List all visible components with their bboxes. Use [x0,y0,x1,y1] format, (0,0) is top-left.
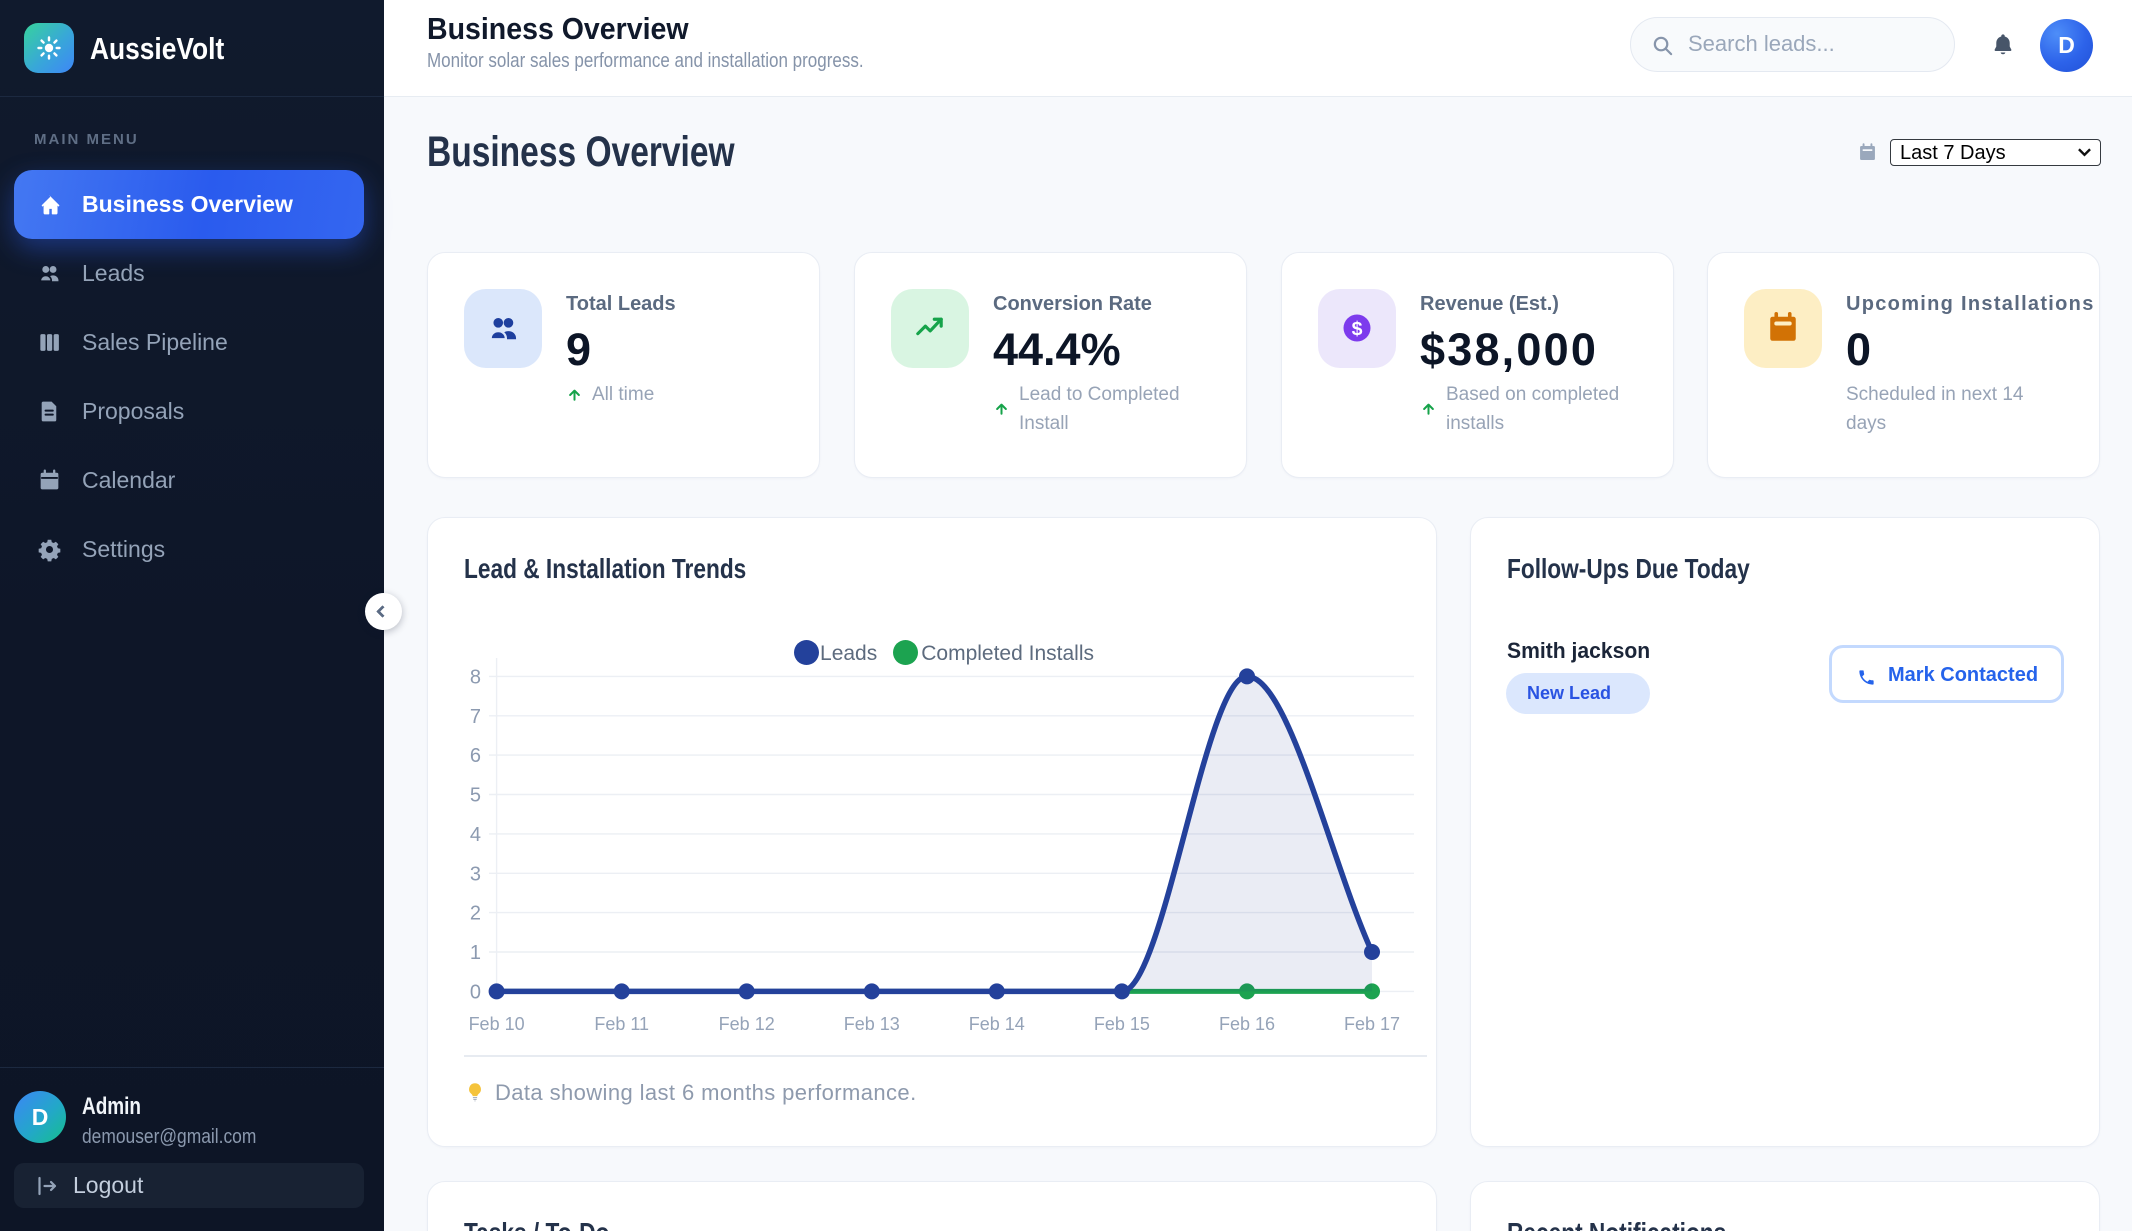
svg-text:8: 8 [470,666,481,688]
svg-text:4: 4 [470,824,481,846]
svg-text:0: 0 [470,981,481,1003]
svg-text:5: 5 [470,785,481,807]
svg-text:Feb 13: Feb 13 [844,1014,900,1034]
svg-text:Feb 11: Feb 11 [594,1014,649,1034]
svg-text:2: 2 [470,903,481,925]
svg-text:Feb 16: Feb 16 [1219,1014,1275,1034]
svg-text:3: 3 [470,863,481,885]
svg-text:Feb 12: Feb 12 [719,1014,775,1034]
svg-text:$: $ [1352,318,1363,340]
svg-text:6: 6 [470,745,481,767]
svg-text:1: 1 [470,942,481,964]
svg-text:Feb 14: Feb 14 [969,1014,1025,1034]
svg-text:7: 7 [470,706,481,728]
svg-text:Feb 15: Feb 15 [1094,1014,1150,1034]
svg-text:Feb 10: Feb 10 [469,1014,525,1034]
svg-text:Feb 17: Feb 17 [1344,1014,1400,1034]
